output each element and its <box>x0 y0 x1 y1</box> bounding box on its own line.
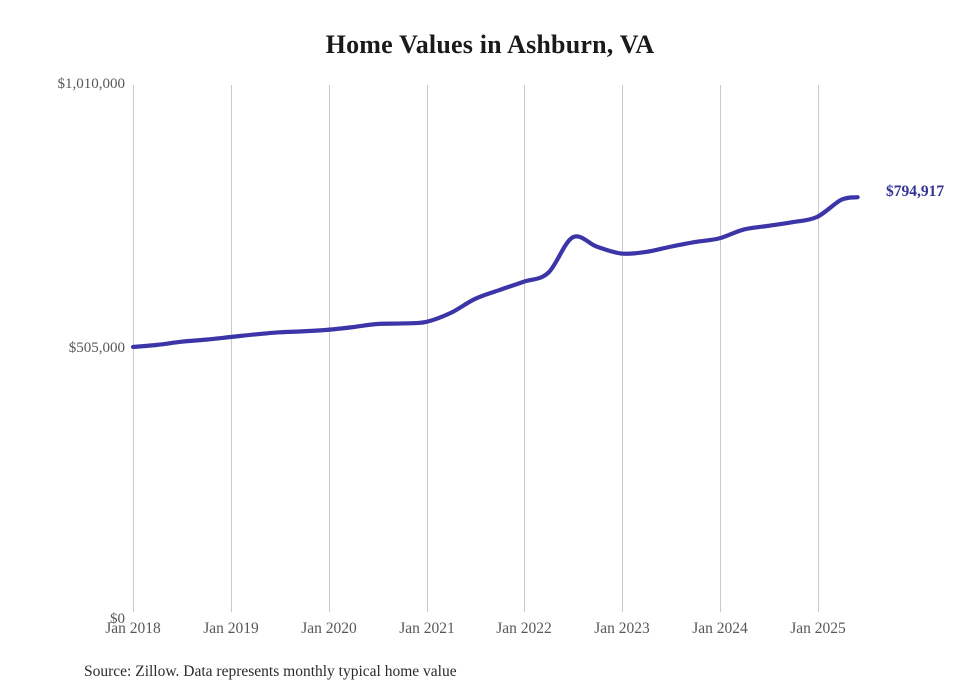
chart-title: Home Values in Ashburn, VA <box>325 30 655 59</box>
y-tick-label-bottom: $0 <box>110 611 125 627</box>
series-line-typical-home-value <box>130 195 860 350</box>
source-note: Source: Zillow. Data represents monthly … <box>84 663 457 680</box>
x-tick-label-jan-2025: Jan 2025 <box>790 620 846 637</box>
gridline-jan-2019 <box>231 85 232 612</box>
x-tick-label-jan-2024: Jan 2024 <box>692 620 748 637</box>
x-tick-label-jan-2022: Jan 2022 <box>496 620 552 637</box>
gridline-jan-2025 <box>818 85 819 612</box>
y-axis: $1,010,000 $505,000 $0 <box>0 0 126 699</box>
x-tick-label-jan-2019: Jan 2019 <box>203 620 259 637</box>
x-tick-label-jan-2023: Jan 2023 <box>594 620 650 637</box>
y-tick-label-top: $1,010,000 <box>57 76 126 92</box>
end-value-annotation: $794,917 <box>886 183 945 200</box>
gridline-jan-2020 <box>329 85 330 612</box>
y-tick-label-mid: $505,000 <box>68 340 125 356</box>
gridline-jan-2024 <box>720 85 721 612</box>
gridline-jan-2023 <box>622 85 623 612</box>
x-tick-label-jan-2021: Jan 2021 <box>399 620 455 637</box>
gridline-jan-2022 <box>524 85 525 612</box>
x-tick-label-jan-2020: Jan 2020 <box>301 620 357 637</box>
gridline-jan-2021 <box>427 85 428 612</box>
x-tick-label-jan-2018: Jan 2018 <box>105 620 161 637</box>
